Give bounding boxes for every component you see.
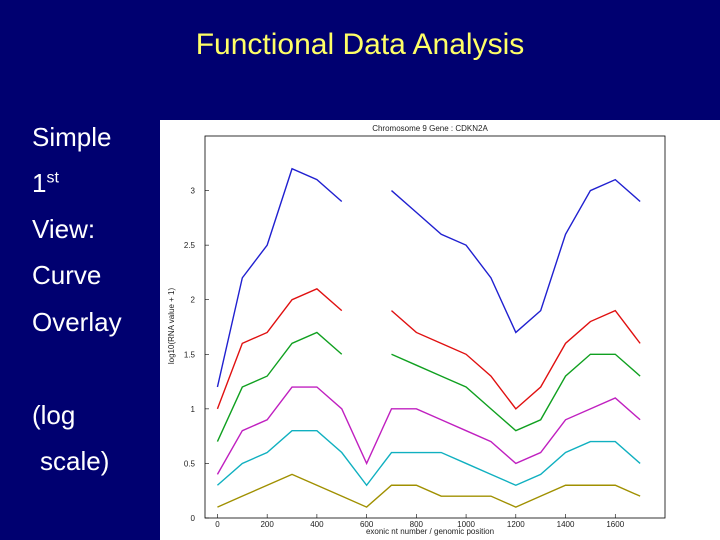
side-text: Curve [32,260,102,290]
chart-background [160,120,720,540]
curve [216,429,641,487]
side-text: Overlay [32,307,122,337]
side-text: (log [32,400,76,430]
y-tick-label: 1.5 [184,350,196,359]
x-tick-label: 200 [260,520,274,529]
side-text: 1 [32,168,47,198]
side-text: View: [32,214,96,244]
curve [216,167,641,388]
side-text: 1st [32,168,59,199]
curve [216,386,641,475]
y-tick-label: 0.5 [184,459,196,468]
x-tick-label: 400 [310,520,324,529]
y-tick-label: 0 [191,514,196,523]
x-tick-label: 1200 [507,520,525,529]
x-tick-label: 1400 [557,520,575,529]
y-tick-label: 2 [191,296,196,305]
y-tick-label: 3 [191,187,196,196]
superscript: st [46,169,59,187]
curve [217,473,641,508]
side-text: Simple [32,122,112,152]
y-tick-label: 1 [191,405,196,414]
chart-title: Chromosome 9 Gene : CDKN2A [372,124,488,133]
y-axis-label: log10(RNA value + 1) [167,288,176,365]
x-axis-label: exonic nt number / genomic position [366,527,494,536]
x-tick-label: 1600 [606,520,624,529]
plot-frame [204,135,666,519]
x-tick-label: 600 [360,520,374,529]
x-tick-label: 800 [410,520,424,529]
x-tick-label: 1000 [457,520,475,529]
slide-title: Functional Data Analysis [195,28,525,61]
x-tick-label: 0 [215,520,220,529]
curve [216,287,641,410]
y-tick-label: 2.5 [184,241,196,250]
side-text: scale) [40,446,110,476]
chart: Chromosome 9 Gene : CDKN2A exonic nt num… [160,120,720,540]
curve [216,331,641,442]
